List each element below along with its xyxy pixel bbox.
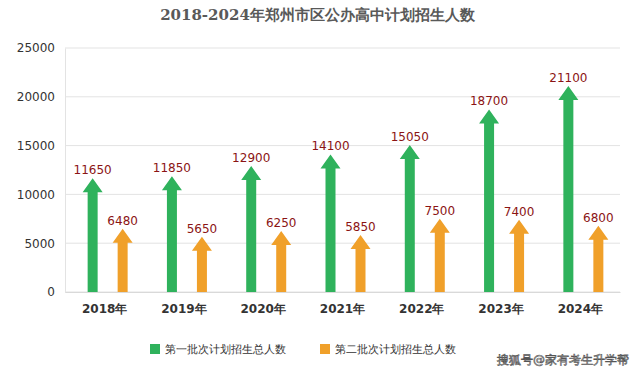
data-labels: 11650 11850 12900 14100 15050 18700 21100 6480 5… <box>74 71 614 236</box>
bar <box>509 220 529 292</box>
data-label: 6250 <box>266 216 297 230</box>
x-tick: 2022年 <box>399 292 444 316</box>
legend-swatch <box>320 344 330 354</box>
bar <box>321 154 341 292</box>
x-tick-label: 2021年 <box>320 302 365 316</box>
y-axis-line <box>65 49 66 293</box>
data-label: 12900 <box>232 151 270 165</box>
grid-line <box>65 48 620 49</box>
x-tick-label: 2018年 <box>82 302 127 316</box>
x-tick: 2023年 <box>478 292 523 316</box>
grid-line <box>65 96 620 97</box>
y-tick: 10000 <box>17 188 65 202</box>
x-tick-label: 2023年 <box>478 302 523 316</box>
data-label: 11650 <box>74 163 112 177</box>
legend: 第一批次计划招生总人数 第二批次计划招生总人数 <box>150 343 456 356</box>
y-tick-label: 25000 <box>17 41 55 55</box>
grid-line <box>65 292 620 293</box>
x-axis: 2018年 2019年 2020年 2021年 2022年 2023年 2024年 <box>66 292 621 316</box>
chart: 2018-2024年郑州市区公办高中计划招生人数 0 5000 10000 15000 2… <box>0 0 635 372</box>
data-label: 7500 <box>425 204 456 218</box>
data-label: 5650 <box>187 222 218 236</box>
legend-label: 第二批次计划招生总人数 <box>335 343 456 356</box>
y-axis: 0 5000 10000 15000 20000 25000 <box>17 41 66 299</box>
bar <box>430 219 450 292</box>
bar <box>588 226 608 292</box>
title: 2018-2024年郑州市区公办高中计划招生人数 <box>160 6 476 24</box>
bars <box>83 86 609 292</box>
bar <box>162 176 182 292</box>
y-tick-label: 15000 <box>17 139 55 153</box>
legend-label: 第一批次计划招生总人数 <box>165 343 286 356</box>
grid-line <box>65 194 620 195</box>
bar <box>271 231 291 292</box>
data-label: 5850 <box>345 220 376 234</box>
annotation: 搜狐号@家有考生升学帮 <box>497 353 629 367</box>
y-tick: 5000 <box>24 237 65 251</box>
y-tick: 15000 <box>17 139 65 153</box>
x-axis-line <box>66 292 621 293</box>
bar <box>241 166 261 292</box>
data-label: 18700 <box>470 94 508 108</box>
legend-swatch <box>150 344 160 354</box>
grid-line <box>65 243 620 244</box>
data-label: 15050 <box>391 130 429 144</box>
y-tick: 20000 <box>17 90 65 104</box>
y-tick-label: 5000 <box>24 237 55 251</box>
x-tick-label: 2024年 <box>558 302 603 316</box>
bar <box>113 229 133 292</box>
x-tick: 2019年 <box>161 292 206 316</box>
x-tick-label: 2022年 <box>399 302 444 316</box>
y-tick: 0 <box>47 285 65 299</box>
data-label: 11850 <box>153 161 191 175</box>
bar <box>400 145 420 292</box>
data-label: 14100 <box>311 139 349 153</box>
bar <box>192 237 212 292</box>
x-tick-label: 2019年 <box>161 302 206 316</box>
data-label: 6800 <box>583 211 614 225</box>
x-tick-label: 2020年 <box>241 302 286 316</box>
bar <box>558 86 578 292</box>
x-tick: 2024年 <box>558 292 603 316</box>
x-tick: 2021年 <box>320 292 365 316</box>
bar <box>83 178 103 292</box>
bar <box>351 235 371 292</box>
y-tick-label: 10000 <box>17 188 55 202</box>
x-tick: 2018年 <box>82 292 127 316</box>
data-label: 21100 <box>549 71 587 85</box>
data-label: 6480 <box>107 214 138 228</box>
bar <box>479 109 499 292</box>
y-tick-label: 20000 <box>17 90 55 104</box>
y-tick: 25000 <box>17 41 65 55</box>
data-label: 7400 <box>504 205 535 219</box>
x-tick: 2020年 <box>241 292 286 316</box>
y-tick-label: 0 <box>47 285 55 299</box>
